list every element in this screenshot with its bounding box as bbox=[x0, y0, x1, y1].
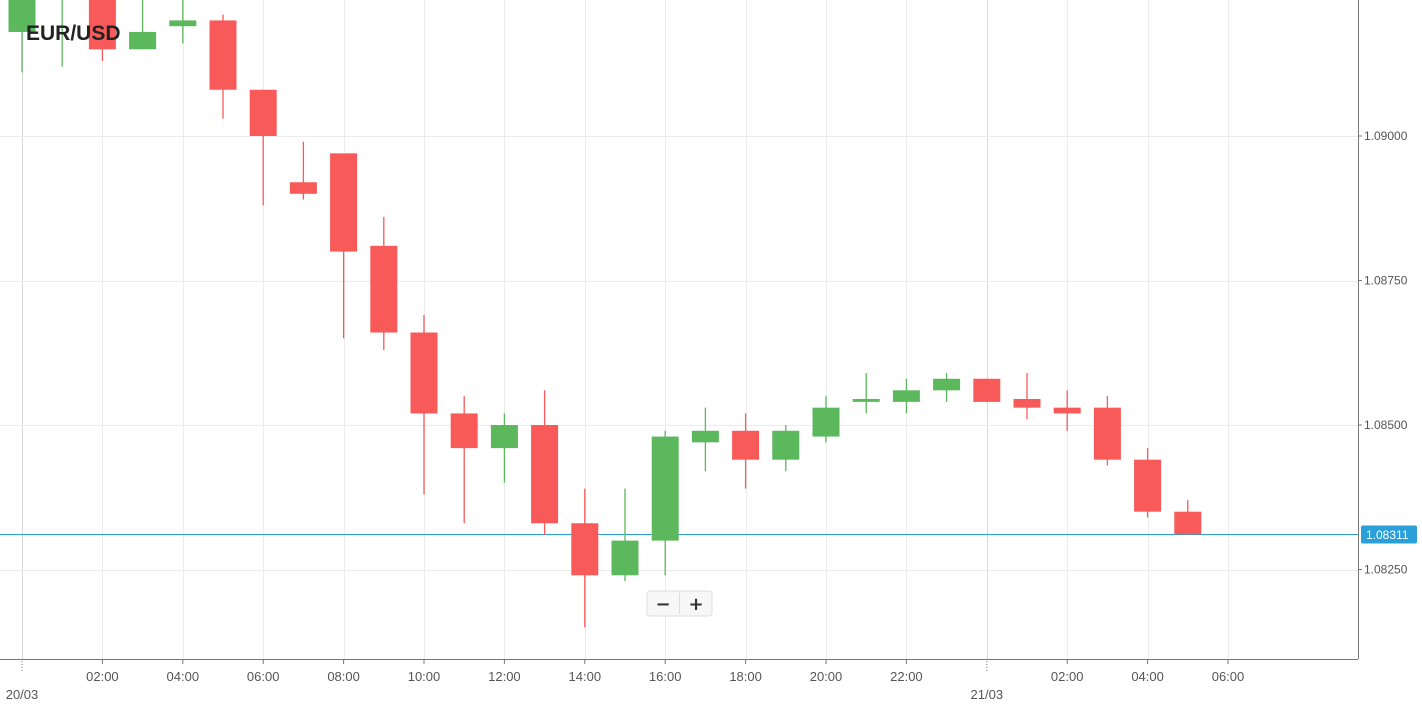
candle bbox=[973, 378, 1001, 402]
candle bbox=[450, 396, 478, 524]
candle-body bbox=[651, 436, 679, 541]
candle bbox=[531, 390, 559, 535]
candle bbox=[933, 372, 961, 402]
candle bbox=[249, 89, 277, 206]
candle-body bbox=[1134, 459, 1162, 512]
zoom-out-button[interactable]: − bbox=[648, 592, 679, 615]
y-tick-label: 1.08500 bbox=[1364, 418, 1408, 432]
candle bbox=[1093, 396, 1121, 466]
candle-body bbox=[88, 0, 116, 50]
x-tick-label: 06:00 bbox=[1212, 669, 1245, 684]
x-tick-label: 04:00 bbox=[167, 669, 200, 684]
y-tick-label: 1.09000 bbox=[1364, 129, 1408, 143]
grid bbox=[0, 0, 1358, 659]
candle-body bbox=[169, 20, 197, 27]
chart-title: EUR/USD bbox=[26, 22, 121, 45]
candle-body bbox=[892, 390, 920, 402]
candle bbox=[209, 14, 237, 119]
candle bbox=[571, 488, 599, 628]
date-label: 21/03 bbox=[971, 687, 1004, 702]
candle bbox=[8, 0, 36, 73]
candle bbox=[370, 216, 398, 350]
x-tick-label: 14:00 bbox=[569, 669, 602, 684]
x-tick-label: 12:00 bbox=[488, 669, 521, 684]
candle-body bbox=[1013, 398, 1041, 408]
candle bbox=[691, 407, 719, 472]
candle bbox=[812, 396, 840, 443]
current-price-label-bg bbox=[1361, 525, 1417, 544]
candle bbox=[410, 315, 438, 495]
candle bbox=[289, 141, 317, 200]
candle-body bbox=[812, 407, 840, 437]
candle bbox=[772, 425, 800, 472]
x-tick-label: 02:00 bbox=[86, 669, 119, 684]
candle-body bbox=[490, 425, 518, 449]
candle bbox=[88, 0, 116, 61]
candle bbox=[852, 372, 880, 414]
candle bbox=[1174, 500, 1202, 535]
zoom-in-button[interactable]: + bbox=[680, 592, 711, 615]
candle-body bbox=[1093, 407, 1121, 460]
x-tick-label: 04:00 bbox=[1131, 669, 1164, 684]
x-tick-label: 10:00 bbox=[408, 669, 441, 684]
x-tick-label: 02:00 bbox=[1051, 669, 1084, 684]
current-price-label: 1.08311 bbox=[1366, 528, 1409, 542]
candle bbox=[1013, 372, 1041, 420]
candle bbox=[169, 0, 197, 44]
x-tick-label: 08:00 bbox=[327, 669, 360, 684]
candle-body bbox=[1174, 511, 1202, 535]
y-tick-label: 1.08750 bbox=[1364, 274, 1408, 288]
candle-body bbox=[129, 31, 157, 50]
candle bbox=[651, 430, 679, 576]
x-tick-label: 18:00 bbox=[729, 669, 762, 684]
zoom-out-icon: − bbox=[655, 594, 670, 615]
candle bbox=[330, 153, 358, 339]
candles bbox=[8, 0, 1202, 628]
zoom-controls: − + bbox=[646, 590, 713, 617]
x-tick-label: 16:00 bbox=[649, 669, 682, 684]
candle-body bbox=[531, 425, 559, 524]
candle bbox=[61, 0, 63, 67]
x-tick-label: 22:00 bbox=[890, 669, 923, 684]
candle-body bbox=[933, 378, 961, 391]
candle-body bbox=[1053, 407, 1081, 414]
candle-body bbox=[450, 413, 478, 449]
candle-body bbox=[209, 20, 237, 90]
candle-body bbox=[691, 430, 719, 443]
candle-body bbox=[571, 523, 599, 576]
candle-body bbox=[249, 89, 277, 136]
candle bbox=[1053, 390, 1081, 431]
candle bbox=[892, 378, 920, 414]
candle bbox=[129, 0, 157, 50]
candle-body bbox=[852, 398, 880, 402]
candle bbox=[490, 413, 518, 483]
candle-body bbox=[330, 153, 358, 252]
candle-body bbox=[370, 245, 398, 333]
candle-body bbox=[732, 430, 760, 460]
candle-body bbox=[611, 540, 639, 576]
y-tick-label: 1.08250 bbox=[1364, 563, 1408, 577]
candle-body bbox=[772, 430, 800, 460]
candle-body bbox=[973, 378, 1001, 402]
candle-body bbox=[410, 332, 438, 414]
x-tick-label: 20:00 bbox=[810, 669, 843, 684]
candle bbox=[732, 413, 760, 489]
zoom-in-icon: + bbox=[688, 594, 703, 615]
candle bbox=[611, 488, 639, 582]
candle-body bbox=[289, 182, 317, 194]
x-tick-label: 06:00 bbox=[247, 669, 280, 684]
candle-body bbox=[8, 0, 36, 32]
candle bbox=[1134, 448, 1162, 518]
date-label: 20/03 bbox=[6, 687, 39, 702]
